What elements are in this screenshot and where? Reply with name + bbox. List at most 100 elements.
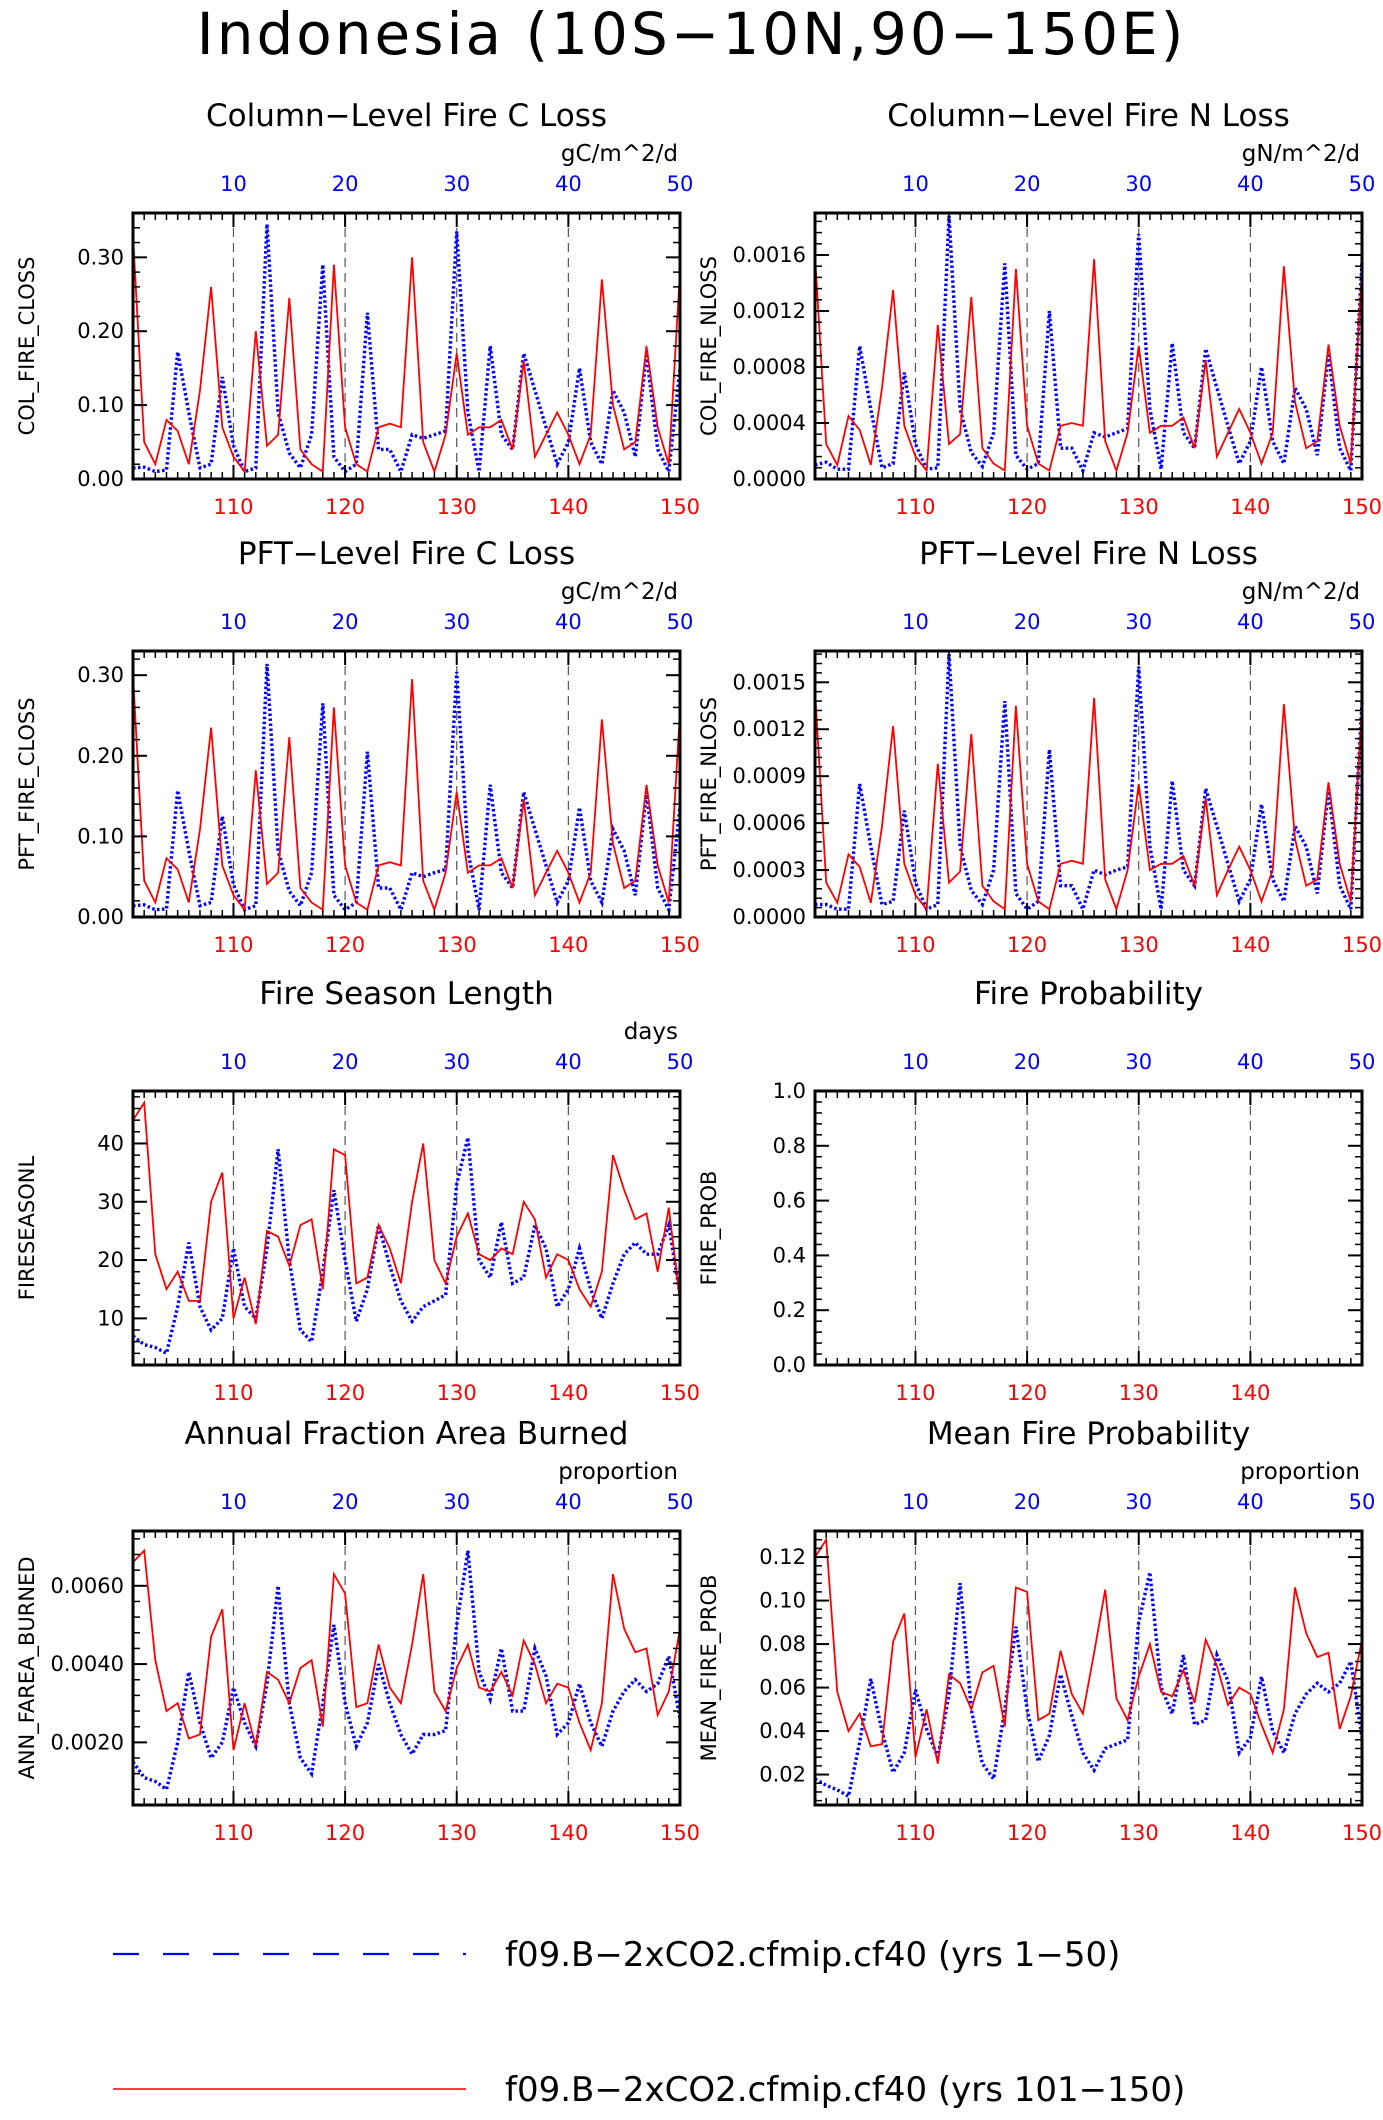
y-axis-label: FIRE_PROB bbox=[697, 1171, 722, 1286]
x-tick-label-bottom: 120 bbox=[1007, 495, 1047, 519]
x-tick-label-top: 40 bbox=[555, 1490, 582, 1514]
series-line-yrs-101-150 bbox=[132, 675, 681, 913]
chart-title: Column−Level Fire N Loss bbox=[887, 98, 1290, 134]
y-tick-label: 0.12 bbox=[759, 1545, 806, 1569]
y-axis-label: PFT_FIRE_NLOSS bbox=[697, 697, 722, 871]
units-label: gC/m^2/d bbox=[561, 579, 678, 605]
y-tick-label: 0.0006 bbox=[733, 811, 806, 835]
x-tick-label-top: 40 bbox=[1237, 610, 1264, 634]
x-tick-label-bottom: 150 bbox=[660, 1821, 700, 1845]
x-tick-label-bottom: 130 bbox=[437, 933, 477, 957]
series-line-yrs-1-50 bbox=[814, 1571, 1364, 1799]
x-tick-label-top: 10 bbox=[902, 172, 929, 196]
y-tick-label: 0.30 bbox=[77, 663, 124, 687]
x-tick-label-bottom: 110 bbox=[213, 495, 253, 519]
chart-title: Fire Probability bbox=[974, 976, 1203, 1012]
x-tick-label-top: 20 bbox=[1014, 1050, 1041, 1074]
x-tick-label-top: 20 bbox=[1014, 610, 1041, 634]
plot-frame bbox=[131, 1089, 682, 1367]
x-tick-label-bottom: 130 bbox=[437, 495, 477, 519]
plot-frame bbox=[813, 649, 1364, 919]
y-tick-label: 1.0 bbox=[773, 1079, 806, 1103]
x-tick-label-bottom: 110 bbox=[895, 495, 935, 519]
x-tick-label-bottom: 130 bbox=[1119, 1821, 1159, 1845]
x-tick-label-bottom: 150 bbox=[660, 1381, 700, 1405]
y-tick-label: 0.0000 bbox=[733, 467, 806, 491]
x-tick-label-top: 30 bbox=[443, 610, 470, 634]
x-tick-label-top: 40 bbox=[1237, 1490, 1264, 1514]
units-label: gN/m^2/d bbox=[1242, 141, 1360, 167]
x-tick-label-top: 20 bbox=[1014, 172, 1041, 196]
y-axis-label: FIRESEASONL bbox=[15, 1156, 39, 1301]
y-tick-label: 40 bbox=[97, 1131, 124, 1155]
x-tick-label-top: 30 bbox=[1125, 1490, 1152, 1514]
x-tick-label-top: 50 bbox=[667, 172, 694, 196]
series-line-yrs-101-150 bbox=[132, 1099, 681, 1325]
x-tick-label-bottom: 130 bbox=[437, 1381, 477, 1405]
x-tick-label-top: 10 bbox=[902, 1050, 929, 1074]
y-tick-label: 0.0012 bbox=[733, 717, 806, 741]
chart-panel: PFT−Level Fire C Loss gC/m^2/d 110 120 130 14… bbox=[15, 536, 700, 957]
x-tick-label-bottom: 110 bbox=[895, 1381, 935, 1405]
x-tick-label-top: 50 bbox=[1349, 1490, 1376, 1514]
x-tick-label-bottom: 120 bbox=[1007, 1821, 1047, 1845]
x-tick-label-top: 50 bbox=[667, 1490, 694, 1514]
y-tick-label: 0.08 bbox=[759, 1632, 806, 1656]
legend-label: f09.B−2xCO2.cfmip.cf40 (yrs 101−150) bbox=[505, 2070, 1185, 2110]
x-tick-label-bottom: 150 bbox=[660, 933, 700, 957]
x-tick-label-bottom: 140 bbox=[548, 495, 588, 519]
y-tick-label: 0.0000 bbox=[733, 905, 806, 929]
x-tick-label-bottom: 140 bbox=[1230, 933, 1270, 957]
x-tick-label-top: 30 bbox=[1125, 172, 1152, 196]
x-tick-label-top: 20 bbox=[332, 172, 359, 196]
x-tick-label-top: 30 bbox=[443, 172, 470, 196]
x-tick-label-top: 20 bbox=[1014, 1490, 1041, 1514]
y-tick-label: 0.20 bbox=[77, 319, 124, 343]
y-tick-label: 0.00 bbox=[77, 905, 124, 929]
y-tick-label: 30 bbox=[97, 1190, 124, 1214]
chart-panel: PFT−Level Fire N Loss gN/m^2/d 110 120 130 14… bbox=[697, 536, 1382, 957]
x-tick-label-bottom: 130 bbox=[1119, 933, 1159, 957]
series-line-yrs-101-150 bbox=[814, 690, 1363, 913]
chart-title: PFT−Level Fire N Loss bbox=[919, 536, 1258, 572]
y-axis-label: COL_FIRE_NLOSS bbox=[697, 256, 722, 436]
y-tick-label: 10 bbox=[97, 1306, 124, 1330]
x-tick-label-bottom: 110 bbox=[895, 1821, 935, 1845]
x-tick-label-top: 10 bbox=[220, 610, 247, 634]
x-tick-label-bottom: 120 bbox=[325, 495, 365, 519]
x-tick-label-bottom: 120 bbox=[325, 1381, 365, 1405]
series-line-yrs-1-50 bbox=[132, 663, 682, 916]
y-tick-label: 0.0020 bbox=[51, 1730, 124, 1754]
y-tick-label: 0.0004 bbox=[733, 411, 806, 435]
units-label: proportion bbox=[558, 1459, 678, 1485]
y-tick-label: 0.0003 bbox=[733, 858, 806, 882]
x-tick-label-top: 30 bbox=[443, 1490, 470, 1514]
chart-title: Mean Fire Probability bbox=[927, 1416, 1250, 1452]
series-line-yrs-1-50 bbox=[131, 1137, 682, 1356]
series-line-yrs-101-150 bbox=[132, 1548, 681, 1754]
page-title: Indonesia (10S−10N,90−150E) bbox=[196, 0, 1187, 68]
x-tick-label-top: 50 bbox=[1349, 1050, 1376, 1074]
x-tick-label-bottom: 140 bbox=[1230, 1821, 1270, 1845]
y-tick-label: 0.0 bbox=[773, 1353, 806, 1377]
y-tick-label: 0.30 bbox=[77, 245, 124, 269]
y-axis-label: ANN_FAREA_BURNED bbox=[15, 1556, 40, 1779]
y-tick-label: 0.00 bbox=[77, 467, 124, 491]
x-tick-label-top: 40 bbox=[1237, 1050, 1264, 1074]
x-tick-label-bottom: 150 bbox=[660, 495, 700, 519]
x-tick-label-bottom: 140 bbox=[548, 933, 588, 957]
y-tick-label: 20 bbox=[97, 1248, 124, 1272]
units-label: gC/m^2/d bbox=[561, 141, 678, 167]
chart-panel: Fire Season Length days 110 120 130 140 150 10 2… bbox=[15, 976, 700, 1405]
y-tick-label: 0.10 bbox=[77, 824, 124, 848]
chart-panel: Fire Probability 110 120 130 140 10 20 30 40 50 0.… bbox=[697, 976, 1375, 1405]
x-tick-label-top: 30 bbox=[1125, 610, 1152, 634]
x-tick-label-top: 50 bbox=[667, 610, 694, 634]
x-tick-label-bottom: 150 bbox=[1342, 1821, 1382, 1845]
y-tick-label: 0.0008 bbox=[733, 355, 806, 379]
y-tick-label: 0.6 bbox=[773, 1189, 806, 1213]
chart-panel: Mean Fire Probability proportion 110 120 130… bbox=[697, 1416, 1382, 1845]
x-tick-label-top: 30 bbox=[1125, 1050, 1152, 1074]
x-tick-label-bottom: 140 bbox=[1230, 495, 1270, 519]
y-tick-label: 0.10 bbox=[77, 393, 124, 417]
